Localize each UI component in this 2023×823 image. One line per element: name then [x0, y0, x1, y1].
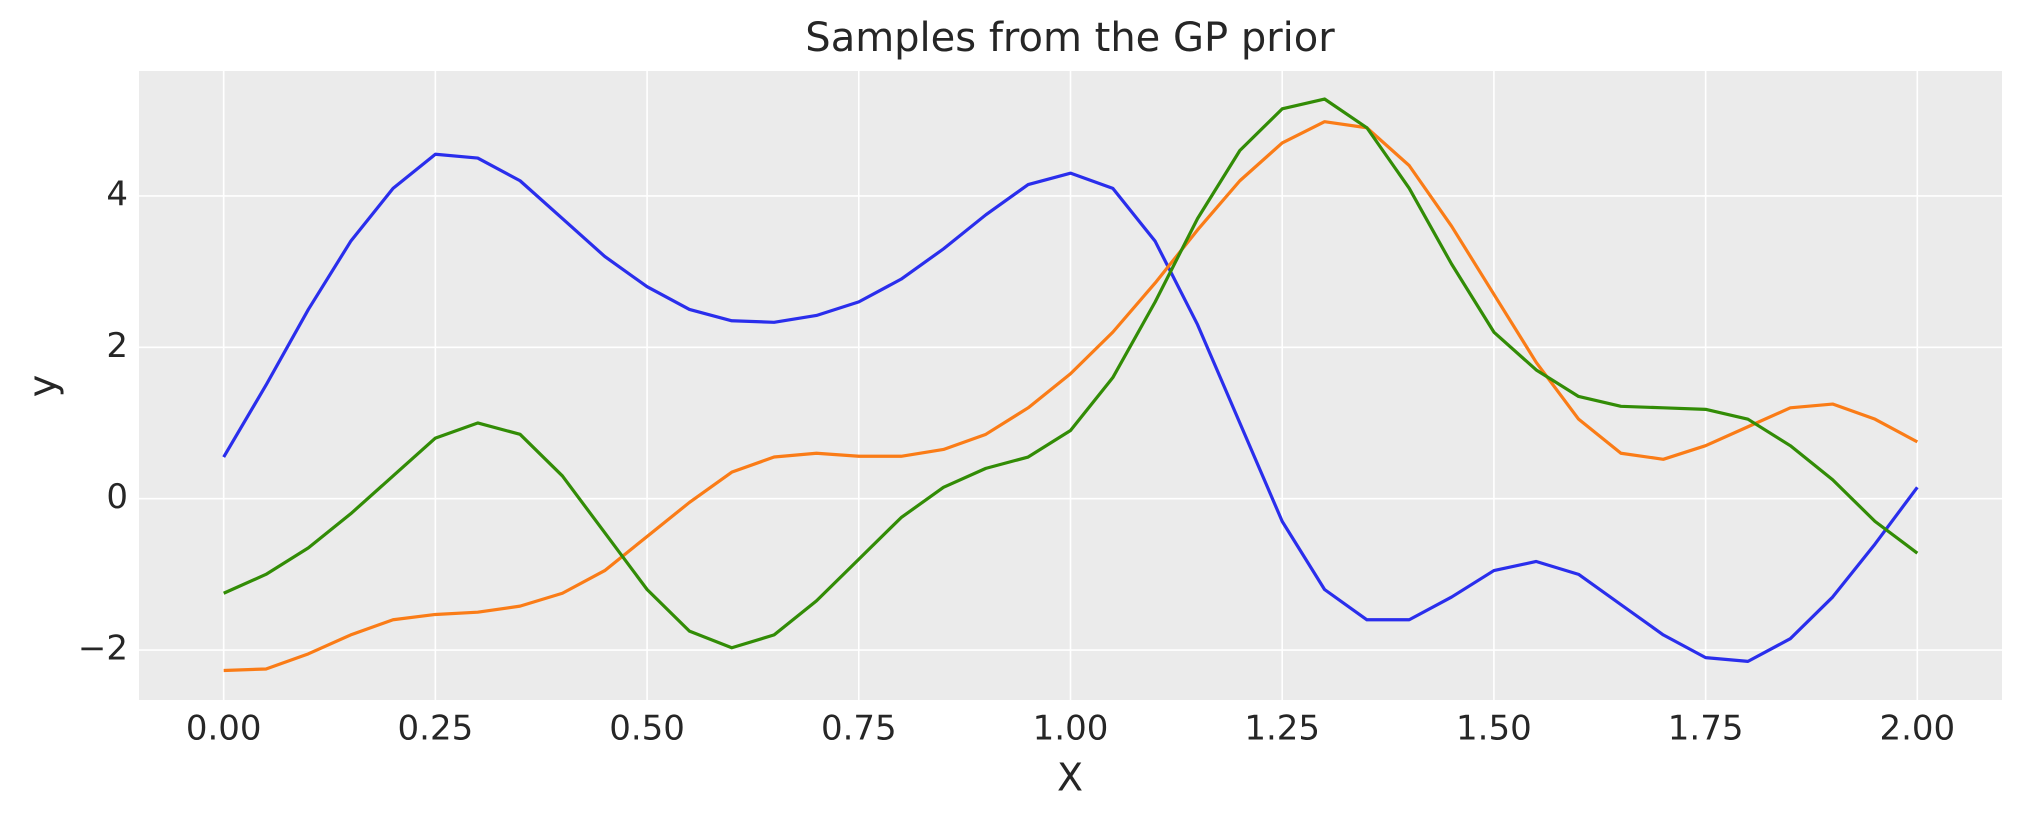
x-tick-label: 1.50 [1456, 709, 1532, 749]
series-line [223, 97, 1919, 650]
y-tick-label: −2 [78, 629, 128, 669]
y-tick-label: 0 [106, 477, 128, 517]
chart-title: Samples from the GP prior [805, 15, 1335, 61]
x-tick-label: 0.50 [609, 709, 685, 749]
lines [222, 97, 1919, 673]
x-tick-label: 1.25 [1244, 709, 1320, 749]
x-tick-label: 0.75 [821, 709, 897, 749]
x-axis-label: X [1057, 756, 1083, 800]
series-line [223, 120, 1919, 673]
x-tick-label: 0.00 [186, 709, 262, 749]
x-tick-label: 1.00 [1033, 709, 1109, 749]
series-line [222, 152, 1919, 663]
y-axis-label: y [21, 375, 65, 398]
y-tick-label: 2 [106, 326, 128, 366]
x-tick-label: 1.75 [1668, 709, 1744, 749]
x-tick-label: 0.25 [398, 709, 474, 749]
x-tick-label: 2.00 [1879, 709, 1955, 749]
y-tick-label: 4 [106, 174, 128, 214]
